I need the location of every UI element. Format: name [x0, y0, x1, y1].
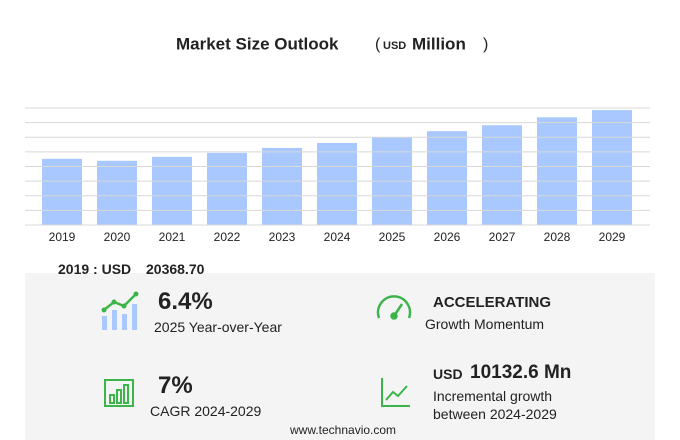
card-label: Growth Momentum — [425, 316, 545, 332]
card-label: 2025 Year-over-Year — [154, 319, 282, 335]
unit-paren: ) — [483, 36, 488, 53]
card-value: 7% — [158, 372, 193, 399]
x-tick-label: 2026 — [434, 230, 461, 244]
x-tick-label: 2023 — [269, 230, 296, 244]
x-tick-label: 2025 — [379, 230, 406, 244]
bar — [317, 143, 357, 225]
growth-icon — [101, 291, 139, 330]
card-value: ACCELERATING — [433, 294, 552, 311]
bar — [592, 110, 632, 225]
bar — [97, 160, 137, 225]
unit-currency: USD — [383, 40, 406, 52]
x-tick-label: 2028 — [544, 230, 571, 244]
bar — [482, 125, 522, 225]
increment-icon — [381, 378, 410, 407]
x-tick-label: 2019 — [49, 230, 76, 244]
unit-paren: ( — [375, 36, 381, 53]
bar — [427, 131, 467, 225]
unit-scale: Million — [412, 34, 466, 53]
x-tick-label: 2024 — [324, 230, 351, 244]
x-tick-label: 2022 — [214, 230, 241, 244]
card-label: between 2024-2029 — [433, 406, 557, 422]
footer: www.technavio.com — [290, 423, 397, 437]
bar — [42, 158, 82, 225]
base-value: 20368.70 — [146, 261, 205, 277]
x-tick-label: 2020 — [104, 230, 131, 244]
x-tick-label: 2021 — [159, 230, 186, 244]
x-tick-label: 2029 — [599, 230, 626, 244]
x-tick-label: 2027 — [489, 230, 516, 244]
card-prefix: USD — [433, 366, 463, 382]
chart-title: Market Size Outlook — [176, 34, 339, 53]
bar — [262, 147, 302, 225]
cagr-icon — [104, 379, 134, 407]
bar — [537, 117, 577, 225]
gauge-icon — [376, 295, 412, 320]
base-label: 2019 : USD — [58, 261, 132, 277]
summary-panel — [25, 273, 655, 440]
card-label: Incremental growth — [433, 388, 553, 404]
card-value: 10132.6 Mn — [470, 362, 572, 383]
bar — [152, 156, 192, 225]
bar — [207, 152, 247, 225]
card-label: CAGR 2024-2029 — [150, 403, 262, 419]
card-value: 6.4% — [158, 288, 213, 315]
